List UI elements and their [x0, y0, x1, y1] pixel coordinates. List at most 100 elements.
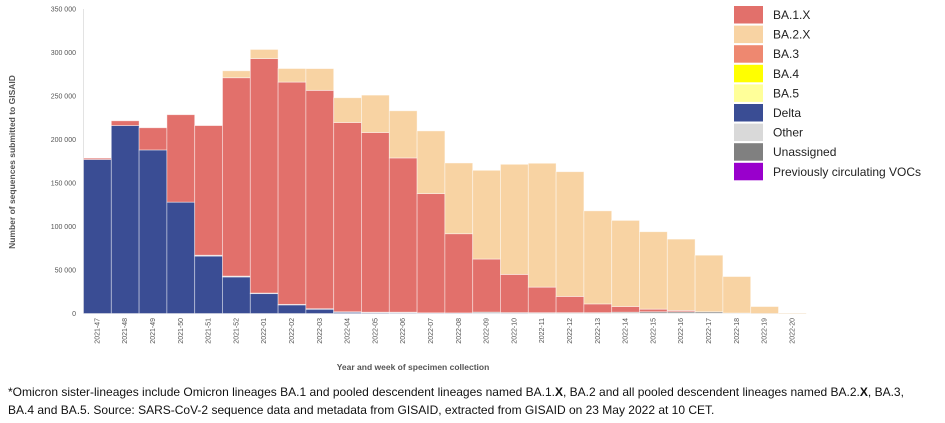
- legend-label: BA.3: [773, 47, 799, 61]
- bar-segment-ba-2-x: [722, 276, 752, 314]
- y-tick-label: 0: [72, 311, 76, 318]
- y-tick-label: 250 000: [51, 94, 76, 101]
- bar-segment-ba-1-x: [222, 77, 251, 277]
- x-tick-label: 2022-03: [317, 318, 324, 344]
- bar-segment-ba-2-x: [583, 210, 613, 305]
- x-tick-label: 2022-19: [762, 318, 769, 344]
- legend-swatch: [734, 6, 763, 24]
- y-tick-label: 100 000: [51, 224, 76, 231]
- legend-label: Previously circulating VOCs: [773, 165, 921, 179]
- x-tick-label: 2021-50: [178, 318, 185, 344]
- x-tick-label: 2022-12: [567, 318, 574, 344]
- bar-segment-delta: [166, 201, 196, 314]
- legend-label: Other: [773, 126, 803, 140]
- x-tick-label: 2021-51: [206, 318, 213, 344]
- legend-swatch: [734, 104, 763, 122]
- legend: BA.1.X BA.2.X BA.3 BA.4 BA.5 Delta Other Unassi…: [734, 6, 921, 181]
- bar-segment-ba-1-x: [305, 89, 335, 310]
- bar-segment-ba-1-x: [472, 258, 501, 313]
- y-axis-label: Number of sequences submitted to GISAID: [7, 75, 17, 249]
- bar-segment-ba-2-x: [750, 306, 779, 314]
- legend-swatch: [734, 143, 763, 161]
- x-tick-label: 2021-48: [122, 318, 129, 344]
- bar-segment-ba-2-x: [249, 49, 279, 59]
- bar-segment-ba-1-x: [611, 306, 640, 313]
- legend-swatch: [734, 123, 763, 142]
- x-tick-label: 2022-10: [511, 318, 518, 344]
- bar-segment-ba-1-x: [361, 132, 390, 313]
- x-tick-label: 2022-05: [372, 318, 379, 344]
- bar-segment-delta: [138, 149, 168, 314]
- bar-segment-ba-1-x: [500, 274, 529, 313]
- bar-segment-ba-2-x: [333, 97, 362, 123]
- x-tick-label: 2022-01: [261, 318, 268, 344]
- bar-segment-ba-2-x: [639, 231, 668, 310]
- legend-label: Delta: [773, 106, 801, 120]
- bar-segment-ba-2-x: [472, 169, 501, 260]
- footnote-text: , BA.2 and all pooled descendent lineage…: [563, 385, 860, 399]
- bars: [83, 49, 807, 315]
- legend-label: BA.4: [773, 67, 799, 81]
- bar-segment-ba-2-x: [778, 312, 807, 315]
- bar-segment-delta: [305, 308, 335, 314]
- footnote-line-2: BA.4 and BA.5. Source: SARS-CoV-2 sequen…: [8, 403, 715, 417]
- legend-swatch: [734, 25, 763, 44]
- x-tick-label: 2022-04: [345, 318, 352, 344]
- y-tick-label: 50 000: [55, 268, 77, 275]
- legend-swatch: [734, 45, 763, 63]
- x-tick-label: 2022-02: [289, 318, 296, 344]
- y-tick-label: 350 000: [51, 7, 76, 14]
- x-tick-label: 2022-07: [428, 318, 435, 344]
- bar-segment-delta: [249, 293, 279, 314]
- footnote-text: , BA.3,: [867, 385, 904, 399]
- x-axis-label: Year and week of specimen collection: [337, 362, 490, 372]
- bar-segment-ba-1-x: [416, 193, 446, 314]
- bar-segment-delta: [222, 276, 251, 314]
- y-tick-label: 300 000: [51, 50, 76, 57]
- bar-segment-ba-1-x: [527, 286, 557, 314]
- bar-segment-ba-2-x: [694, 254, 724, 313]
- x-tick-label: 2022-14: [623, 318, 630, 344]
- bar-segment-ba-1-x: [83, 157, 112, 160]
- legend-swatch: [734, 84, 763, 102]
- bar-segment-ba-2-x: [222, 70, 251, 79]
- bar-segment-ba-2-x: [416, 130, 446, 195]
- y-tick-label: 200 000: [51, 137, 76, 144]
- legend-label: BA.5: [773, 86, 799, 100]
- bar-segment-ba-2-x: [361, 94, 390, 133]
- footnote-line-1: *Omicron sister-lineages include Omicron…: [8, 383, 943, 401]
- legend-swatch: [734, 162, 763, 181]
- stacked-bar-chart: 0 50 000 100 000 150 000 200 000 250 000 300 0…: [7, 6, 921, 372]
- bar-segment-delta: [110, 125, 140, 314]
- bar-segment-ba-1-x: [194, 125, 223, 256]
- bar-segment-delta: [83, 159, 112, 314]
- bar-segment-ba-2-x: [527, 162, 557, 288]
- bar-segment-ba-1-x: [249, 58, 279, 294]
- footnote-text: *Omicron sister-lineages include Omicron…: [8, 385, 555, 399]
- x-tick-label: 2022-15: [650, 318, 657, 344]
- bar-segment-ba-2-x: [277, 68, 307, 83]
- x-tick-label: 2022-13: [595, 318, 602, 344]
- bar-segment-ba-1-x: [444, 233, 474, 314]
- bar-segment-ba-1-x: [277, 81, 307, 305]
- bar-segment-delta: [277, 304, 307, 314]
- bar-segment-ba-2-x: [555, 171, 585, 297]
- bar-segment-ba-1-x: [166, 114, 196, 203]
- y-axis-ticks: 0 50 000 100 000 150 000 200 000 250 000 300 0…: [51, 7, 76, 319]
- x-tick-label: 2022-09: [484, 318, 491, 344]
- x-tick-label: 2022-18: [734, 318, 741, 344]
- y-tick-label: 150 000: [51, 181, 76, 188]
- x-tick-label: 2021-49: [150, 318, 157, 344]
- bar-segment-ba-1-x: [110, 120, 140, 126]
- legend-swatch: [734, 64, 763, 83]
- bar-segment-ba-2-x: [500, 163, 529, 275]
- bar-segment-ba-1-x: [333, 122, 362, 313]
- bar-segment-ba-2-x: [444, 162, 474, 235]
- bar-segment-ba-1-x: [388, 157, 418, 313]
- bar-segment-ba-2-x: [611, 220, 640, 307]
- bar-segment-ba-2-x: [305, 68, 335, 91]
- footnote-bold-x: X: [554, 385, 563, 399]
- bar-segment-delta: [194, 255, 223, 314]
- x-tick-label: 2022-06: [400, 318, 407, 344]
- bar-segment-ba-2-x: [388, 110, 418, 159]
